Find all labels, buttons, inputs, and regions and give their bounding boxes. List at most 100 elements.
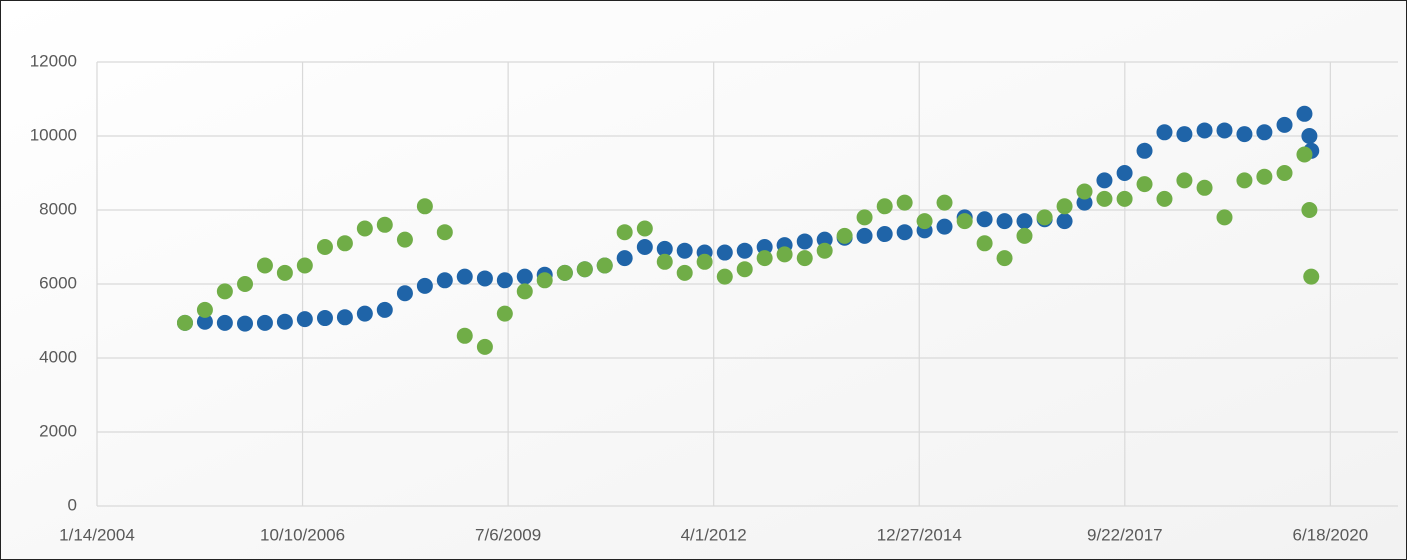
point — [676, 264, 693, 281]
point — [1036, 209, 1053, 226]
point — [276, 264, 293, 281]
point — [416, 277, 433, 294]
point — [656, 240, 673, 257]
x-tick-label: 4/1/2012 — [681, 525, 747, 544]
point — [436, 272, 453, 289]
point — [496, 305, 513, 322]
x-tick-label: 10/10/2006 — [260, 525, 345, 544]
point — [716, 268, 733, 285]
point — [856, 209, 873, 226]
point — [996, 213, 1013, 230]
point — [456, 268, 473, 285]
point — [976, 211, 993, 228]
x-tick-label: 1/14/2004 — [59, 525, 135, 544]
x-tick-label: 12/27/2014 — [877, 525, 962, 544]
point — [636, 239, 653, 255]
point — [576, 261, 593, 278]
point — [276, 313, 293, 330]
point — [1156, 190, 1173, 207]
point — [756, 239, 773, 255]
point — [996, 250, 1013, 267]
y-tick-label: 4000 — [39, 347, 77, 366]
point — [1256, 124, 1273, 141]
point — [536, 272, 553, 289]
point — [756, 250, 773, 267]
point — [1116, 165, 1133, 181]
point — [716, 244, 733, 261]
point — [1056, 198, 1073, 215]
point — [796, 233, 813, 250]
point — [256, 314, 273, 331]
point — [1303, 268, 1320, 285]
point — [496, 272, 513, 289]
point — [616, 250, 633, 267]
point — [1136, 176, 1153, 193]
point — [656, 253, 673, 270]
point — [1136, 142, 1153, 159]
point — [976, 235, 993, 252]
point — [476, 270, 493, 287]
point — [676, 242, 693, 259]
point — [916, 213, 933, 230]
point — [516, 268, 533, 285]
point — [596, 257, 613, 274]
point — [696, 253, 713, 270]
point — [736, 242, 753, 259]
point — [956, 213, 973, 230]
point — [936, 218, 953, 235]
point — [336, 235, 353, 252]
y-tick-label: 8000 — [39, 199, 77, 218]
point — [1296, 146, 1313, 163]
point — [1236, 172, 1253, 189]
point — [416, 198, 433, 215]
point — [796, 250, 813, 267]
point — [556, 264, 573, 281]
point — [176, 314, 193, 331]
point — [256, 257, 273, 274]
point — [216, 283, 233, 300]
point — [896, 224, 913, 241]
x-tick-label: 9/22/2017 — [1087, 525, 1163, 544]
x-tick-label: 7/6/2009 — [475, 525, 541, 544]
point — [836, 227, 853, 244]
point — [1256, 168, 1273, 185]
point — [816, 231, 833, 248]
point — [296, 311, 313, 328]
point — [1056, 213, 1073, 230]
point — [896, 194, 913, 211]
point — [456, 327, 473, 344]
point — [876, 198, 893, 215]
point — [296, 257, 313, 274]
point — [1276, 165, 1293, 181]
point — [776, 246, 793, 263]
point — [436, 224, 453, 241]
point — [237, 315, 254, 332]
point — [1076, 183, 1093, 200]
point — [316, 310, 333, 327]
point — [196, 313, 213, 330]
y-tick-label: 0 — [68, 495, 77, 514]
point — [1301, 128, 1318, 144]
point — [816, 242, 833, 259]
point — [516, 283, 533, 300]
point — [356, 305, 373, 322]
point — [196, 301, 213, 318]
point — [336, 309, 353, 326]
point — [1196, 122, 1213, 139]
point — [736, 261, 753, 278]
point — [1196, 179, 1213, 196]
point — [1096, 172, 1113, 189]
point — [356, 220, 373, 237]
point — [636, 220, 653, 237]
point — [376, 301, 393, 318]
point — [1176, 172, 1193, 189]
point — [1016, 213, 1033, 230]
y-tick-label: 12000 — [30, 51, 77, 70]
point — [237, 276, 254, 292]
point — [936, 194, 953, 211]
point — [1216, 122, 1233, 139]
point — [616, 224, 633, 241]
